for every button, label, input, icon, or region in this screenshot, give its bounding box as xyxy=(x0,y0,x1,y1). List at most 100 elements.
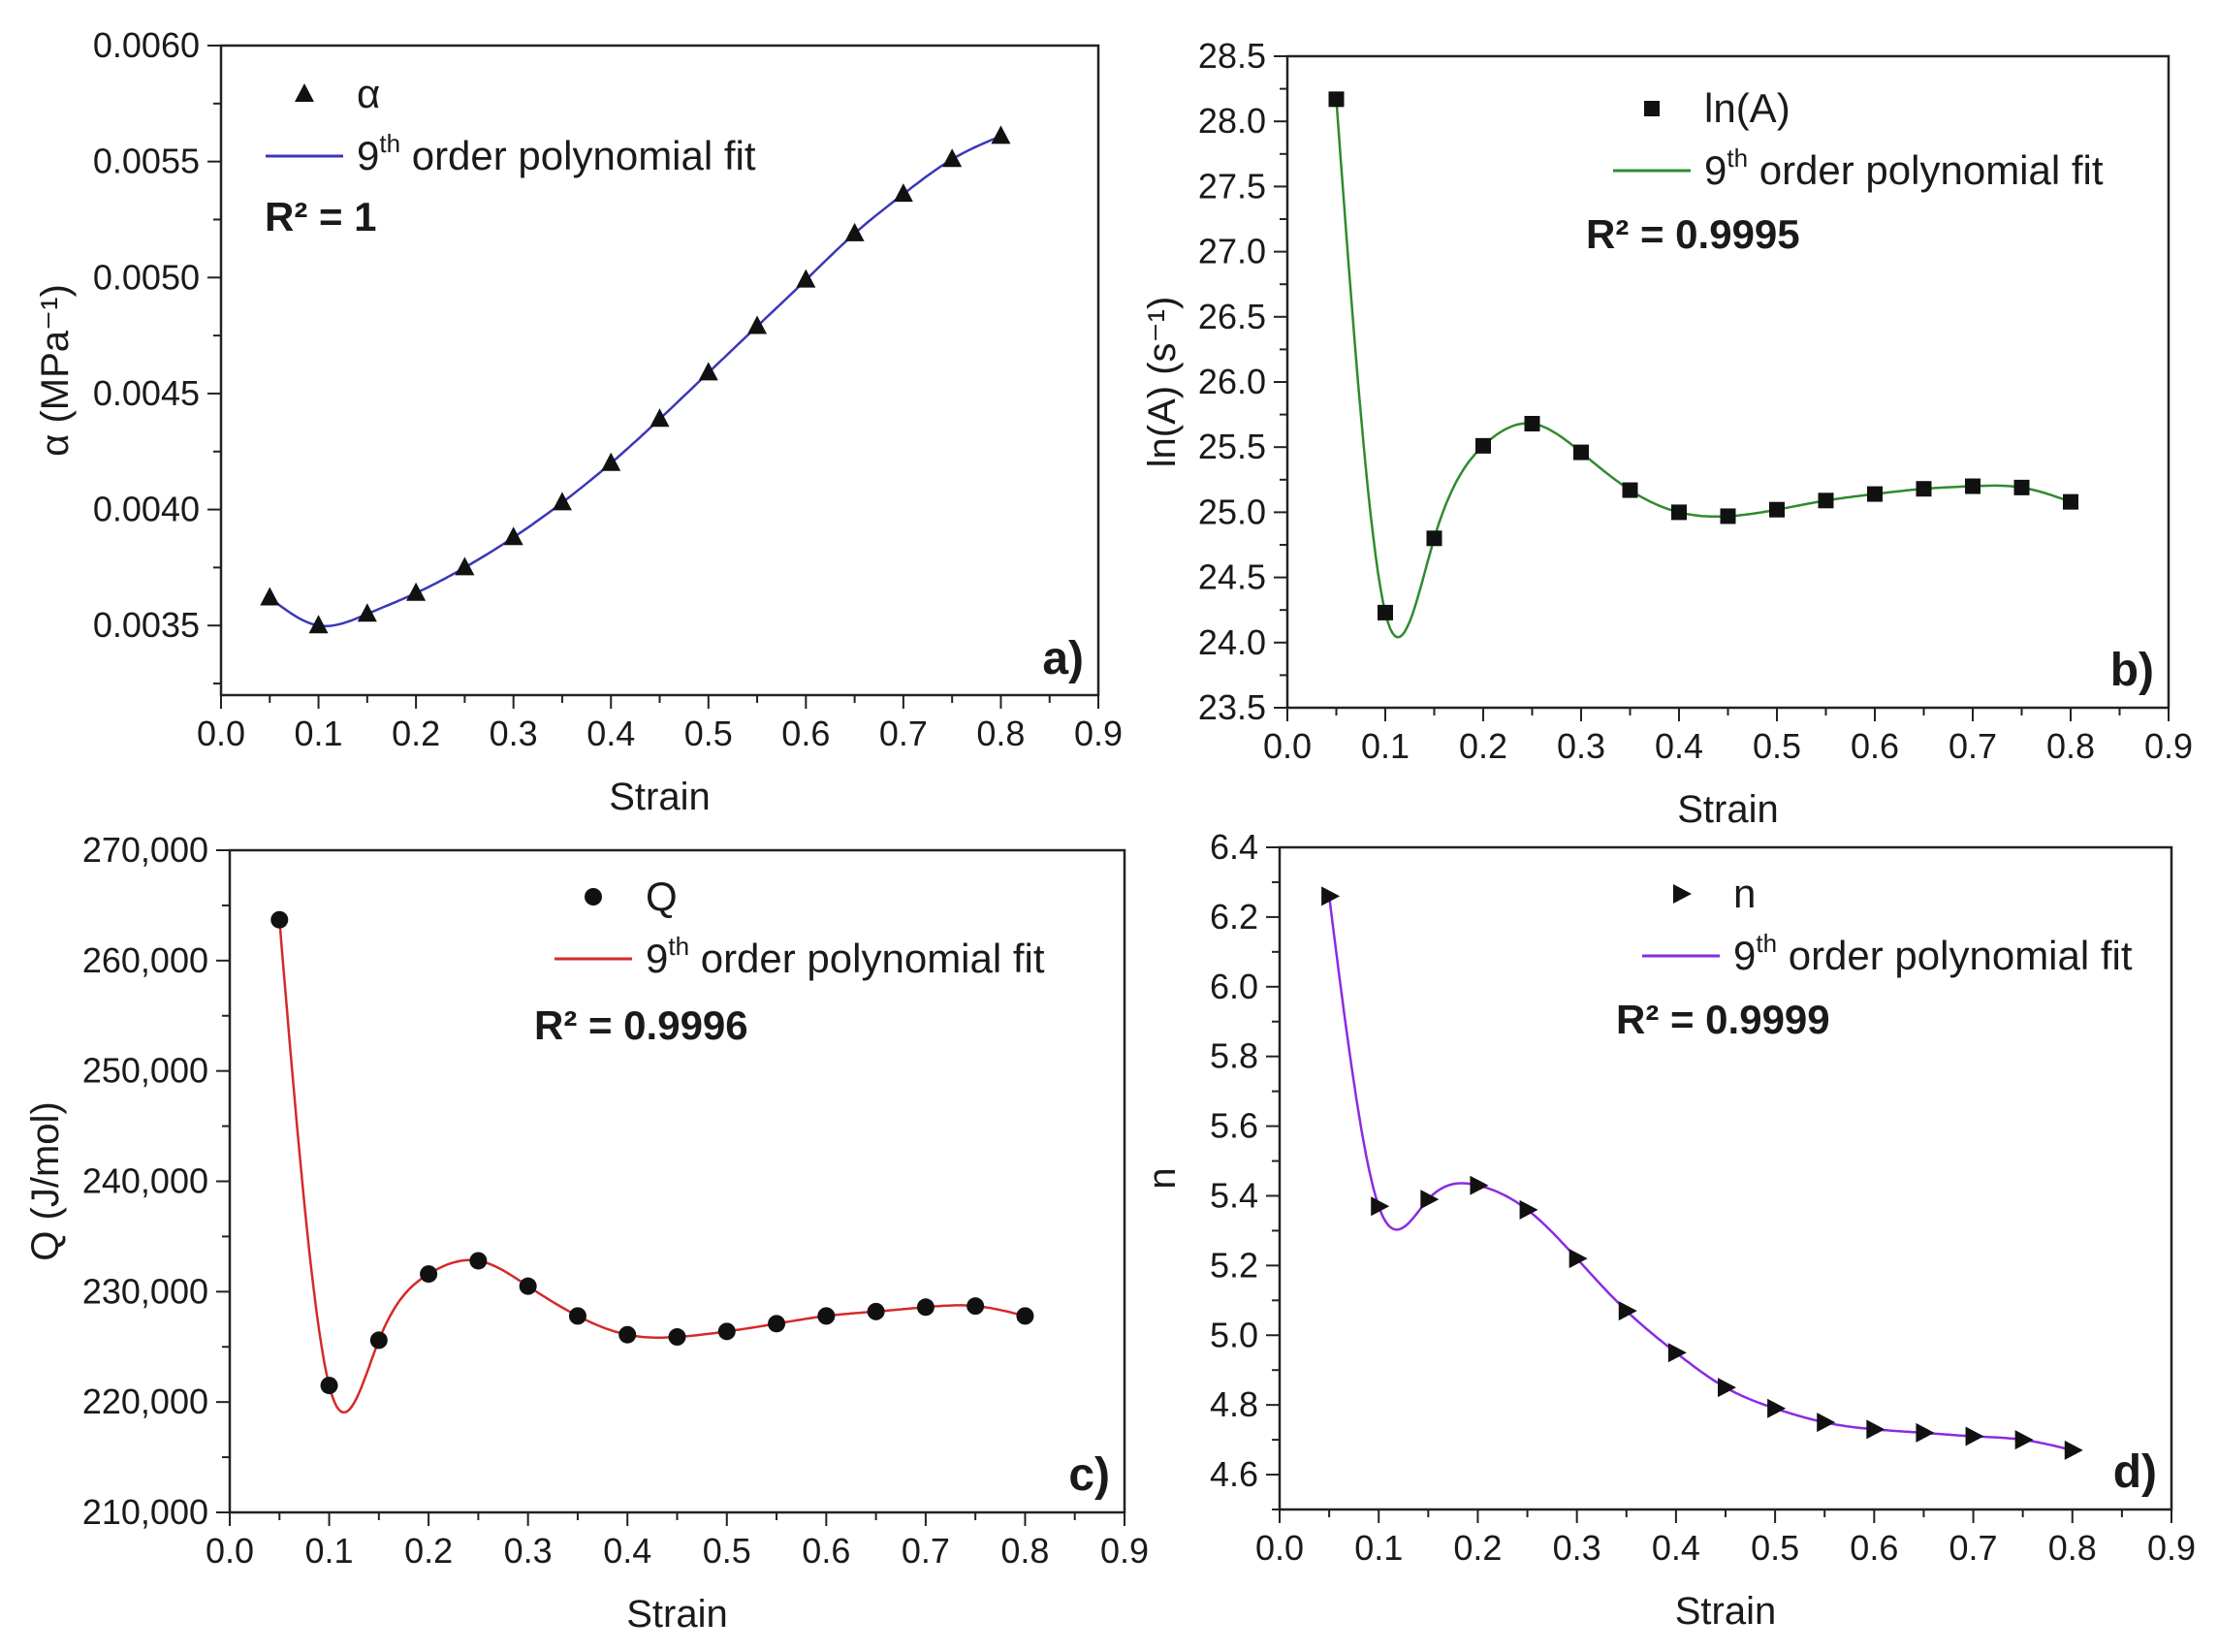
data-point-8 xyxy=(1720,508,1736,524)
data-point-5 xyxy=(1573,444,1589,461)
x-tick-label: 0.5 xyxy=(1751,1528,1799,1568)
data-point-3 xyxy=(420,1265,438,1284)
y-axis-ticks: 23.5 24.0 24.5 25.0 25.5 26.0 26.5 27.0 27.5 28.0… xyxy=(1198,36,1287,727)
data-point-12 xyxy=(867,1302,885,1320)
y-tick-label: 5.2 xyxy=(1210,1245,1258,1285)
x-tick-label: 0.6 xyxy=(802,1531,850,1571)
data-point-9 xyxy=(698,362,718,381)
data-point-1 xyxy=(308,615,329,634)
data-point-legend xyxy=(295,83,314,102)
data-point-5 xyxy=(519,1277,537,1295)
legend-fit-label: 9th order polynomial fit xyxy=(357,129,756,178)
y-axis-title: n xyxy=(1141,1167,1184,1189)
y-tick-label: 270,000 xyxy=(82,830,208,870)
x-axis-ticks: 0.0 0.1 0.2 0.3 0.4 0.5 0.6 0.7 0.8 0.9 xyxy=(206,1512,1149,1571)
data-point-legend xyxy=(1644,101,1660,116)
y-tick-label: 25.0 xyxy=(1198,492,1266,531)
fit-line xyxy=(269,135,1001,628)
legend-fit-label: 9th order polynomial fit xyxy=(1733,929,2133,978)
x-tick-label: 0.2 xyxy=(392,714,440,753)
legend-r-squared: R² = 0.9999 xyxy=(1616,997,1830,1042)
y-tick-label: 5.8 xyxy=(1210,1036,1258,1076)
y-tick-label: 210,000 xyxy=(82,1492,208,1532)
x-tick-label: 0.5 xyxy=(1753,726,1801,766)
legend: Q 9th order polynomial fit R² = 0.9996 xyxy=(534,874,1045,1048)
y-tick-label: 6.2 xyxy=(1210,897,1258,937)
data-point-10 xyxy=(1818,492,1834,509)
x-tick-label: 0.9 xyxy=(1074,714,1123,753)
data-point-3 xyxy=(1470,1175,1489,1195)
data-point-13 xyxy=(1965,478,1980,494)
data-points xyxy=(1321,886,2083,1460)
data-point-8 xyxy=(668,1328,686,1347)
x-tick-label: 0.9 xyxy=(2147,1528,2196,1568)
data-point-0 xyxy=(270,910,289,929)
legend-marker-label: ln(A) xyxy=(1704,85,1790,131)
panel-label: c) xyxy=(1068,1449,1110,1501)
data-point-0 xyxy=(1321,886,1341,906)
y-tick-label: 230,000 xyxy=(82,1271,208,1311)
legend: α 9th order polynomial fit R² = 1 xyxy=(265,71,756,239)
data-point-13 xyxy=(916,1298,935,1317)
y-axis-title: Q (J/mol) xyxy=(24,1101,67,1260)
y-tick-label: 27.5 xyxy=(1198,166,1266,206)
data-point-7 xyxy=(618,1325,637,1344)
x-tick-label: 0.9 xyxy=(1100,1531,1149,1571)
x-tick-label: 0.4 xyxy=(586,714,635,753)
data-point-14 xyxy=(2013,479,2030,495)
y-tick-label: 0.0040 xyxy=(93,490,200,529)
data-point-6 xyxy=(568,1307,586,1325)
y-tick-label: 0.0045 xyxy=(93,373,200,413)
data-point-5 xyxy=(503,526,523,546)
x-tick-label: 0.1 xyxy=(1354,1528,1403,1568)
panel-label: a) xyxy=(1042,633,1084,684)
fit-line xyxy=(278,919,1026,1414)
x-axis-title: Strain xyxy=(1677,788,1779,831)
x-axis-ticks: 0.0 0.1 0.2 0.3 0.4 0.5 0.6 0.7 0.8 0.9 xyxy=(1255,1509,2196,1568)
data-point-8 xyxy=(650,408,670,428)
data-point-5 xyxy=(1568,1249,1588,1269)
y-tick-label: 24.5 xyxy=(1198,557,1266,597)
y-tick-label: 0.0055 xyxy=(93,142,200,181)
y-tick-label: 6.0 xyxy=(1210,967,1258,1006)
data-point-11 xyxy=(796,269,816,288)
data-point-10 xyxy=(747,315,768,334)
data-point-legend xyxy=(585,888,602,905)
x-tick-label: 0.4 xyxy=(603,1531,651,1571)
x-tick-label: 0.7 xyxy=(902,1531,950,1571)
data-point-9 xyxy=(1767,1398,1787,1418)
data-point-13 xyxy=(893,183,913,203)
x-tick-label: 0.6 xyxy=(1851,726,1899,766)
x-tick-label: 0.1 xyxy=(295,714,343,753)
data-point-2 xyxy=(1426,530,1442,547)
data-point-14 xyxy=(966,1297,985,1316)
x-tick-label: 0.6 xyxy=(781,714,830,753)
y-axis-title: ln(A) (s⁻¹) xyxy=(1141,297,1184,468)
x-tick-label: 0.8 xyxy=(2048,1528,2097,1568)
x-tick-label: 0.4 xyxy=(1652,1528,1700,1568)
data-point-15 xyxy=(2063,493,2078,510)
fit-line xyxy=(1335,99,2072,639)
data-point-11 xyxy=(1866,1419,1885,1440)
data-point-4 xyxy=(455,556,475,576)
x-tick-label: 0.7 xyxy=(879,714,928,753)
legend-fit-label: 9th order polynomial fit xyxy=(1704,143,2104,193)
x-tick-label: 0.0 xyxy=(1255,1528,1304,1568)
y-tick-label: 6.4 xyxy=(1210,827,1258,867)
data-point-3 xyxy=(1475,437,1491,454)
y-tick-label: 220,000 xyxy=(82,1382,208,1421)
legend-r-squared: R² = 1 xyxy=(265,194,377,239)
data-point-legend xyxy=(1673,884,1692,904)
y-tick-label: 28.5 xyxy=(1198,36,1266,76)
data-point-8 xyxy=(1718,1378,1736,1398)
legend: ln(A) 9th order polynomial fit R² = 0.9995 xyxy=(1586,85,2104,257)
x-tick-label: 0.7 xyxy=(1949,1528,1998,1568)
y-tick-label: 250,000 xyxy=(82,1051,208,1091)
y-tick-label: 26.5 xyxy=(1198,297,1266,336)
data-point-9 xyxy=(717,1322,736,1341)
y-axis-title: α (MPa⁻¹) xyxy=(34,284,77,457)
x-tick-label: 0.5 xyxy=(684,714,733,753)
x-tick-label: 0.0 xyxy=(197,714,245,753)
data-point-1 xyxy=(1378,604,1393,620)
